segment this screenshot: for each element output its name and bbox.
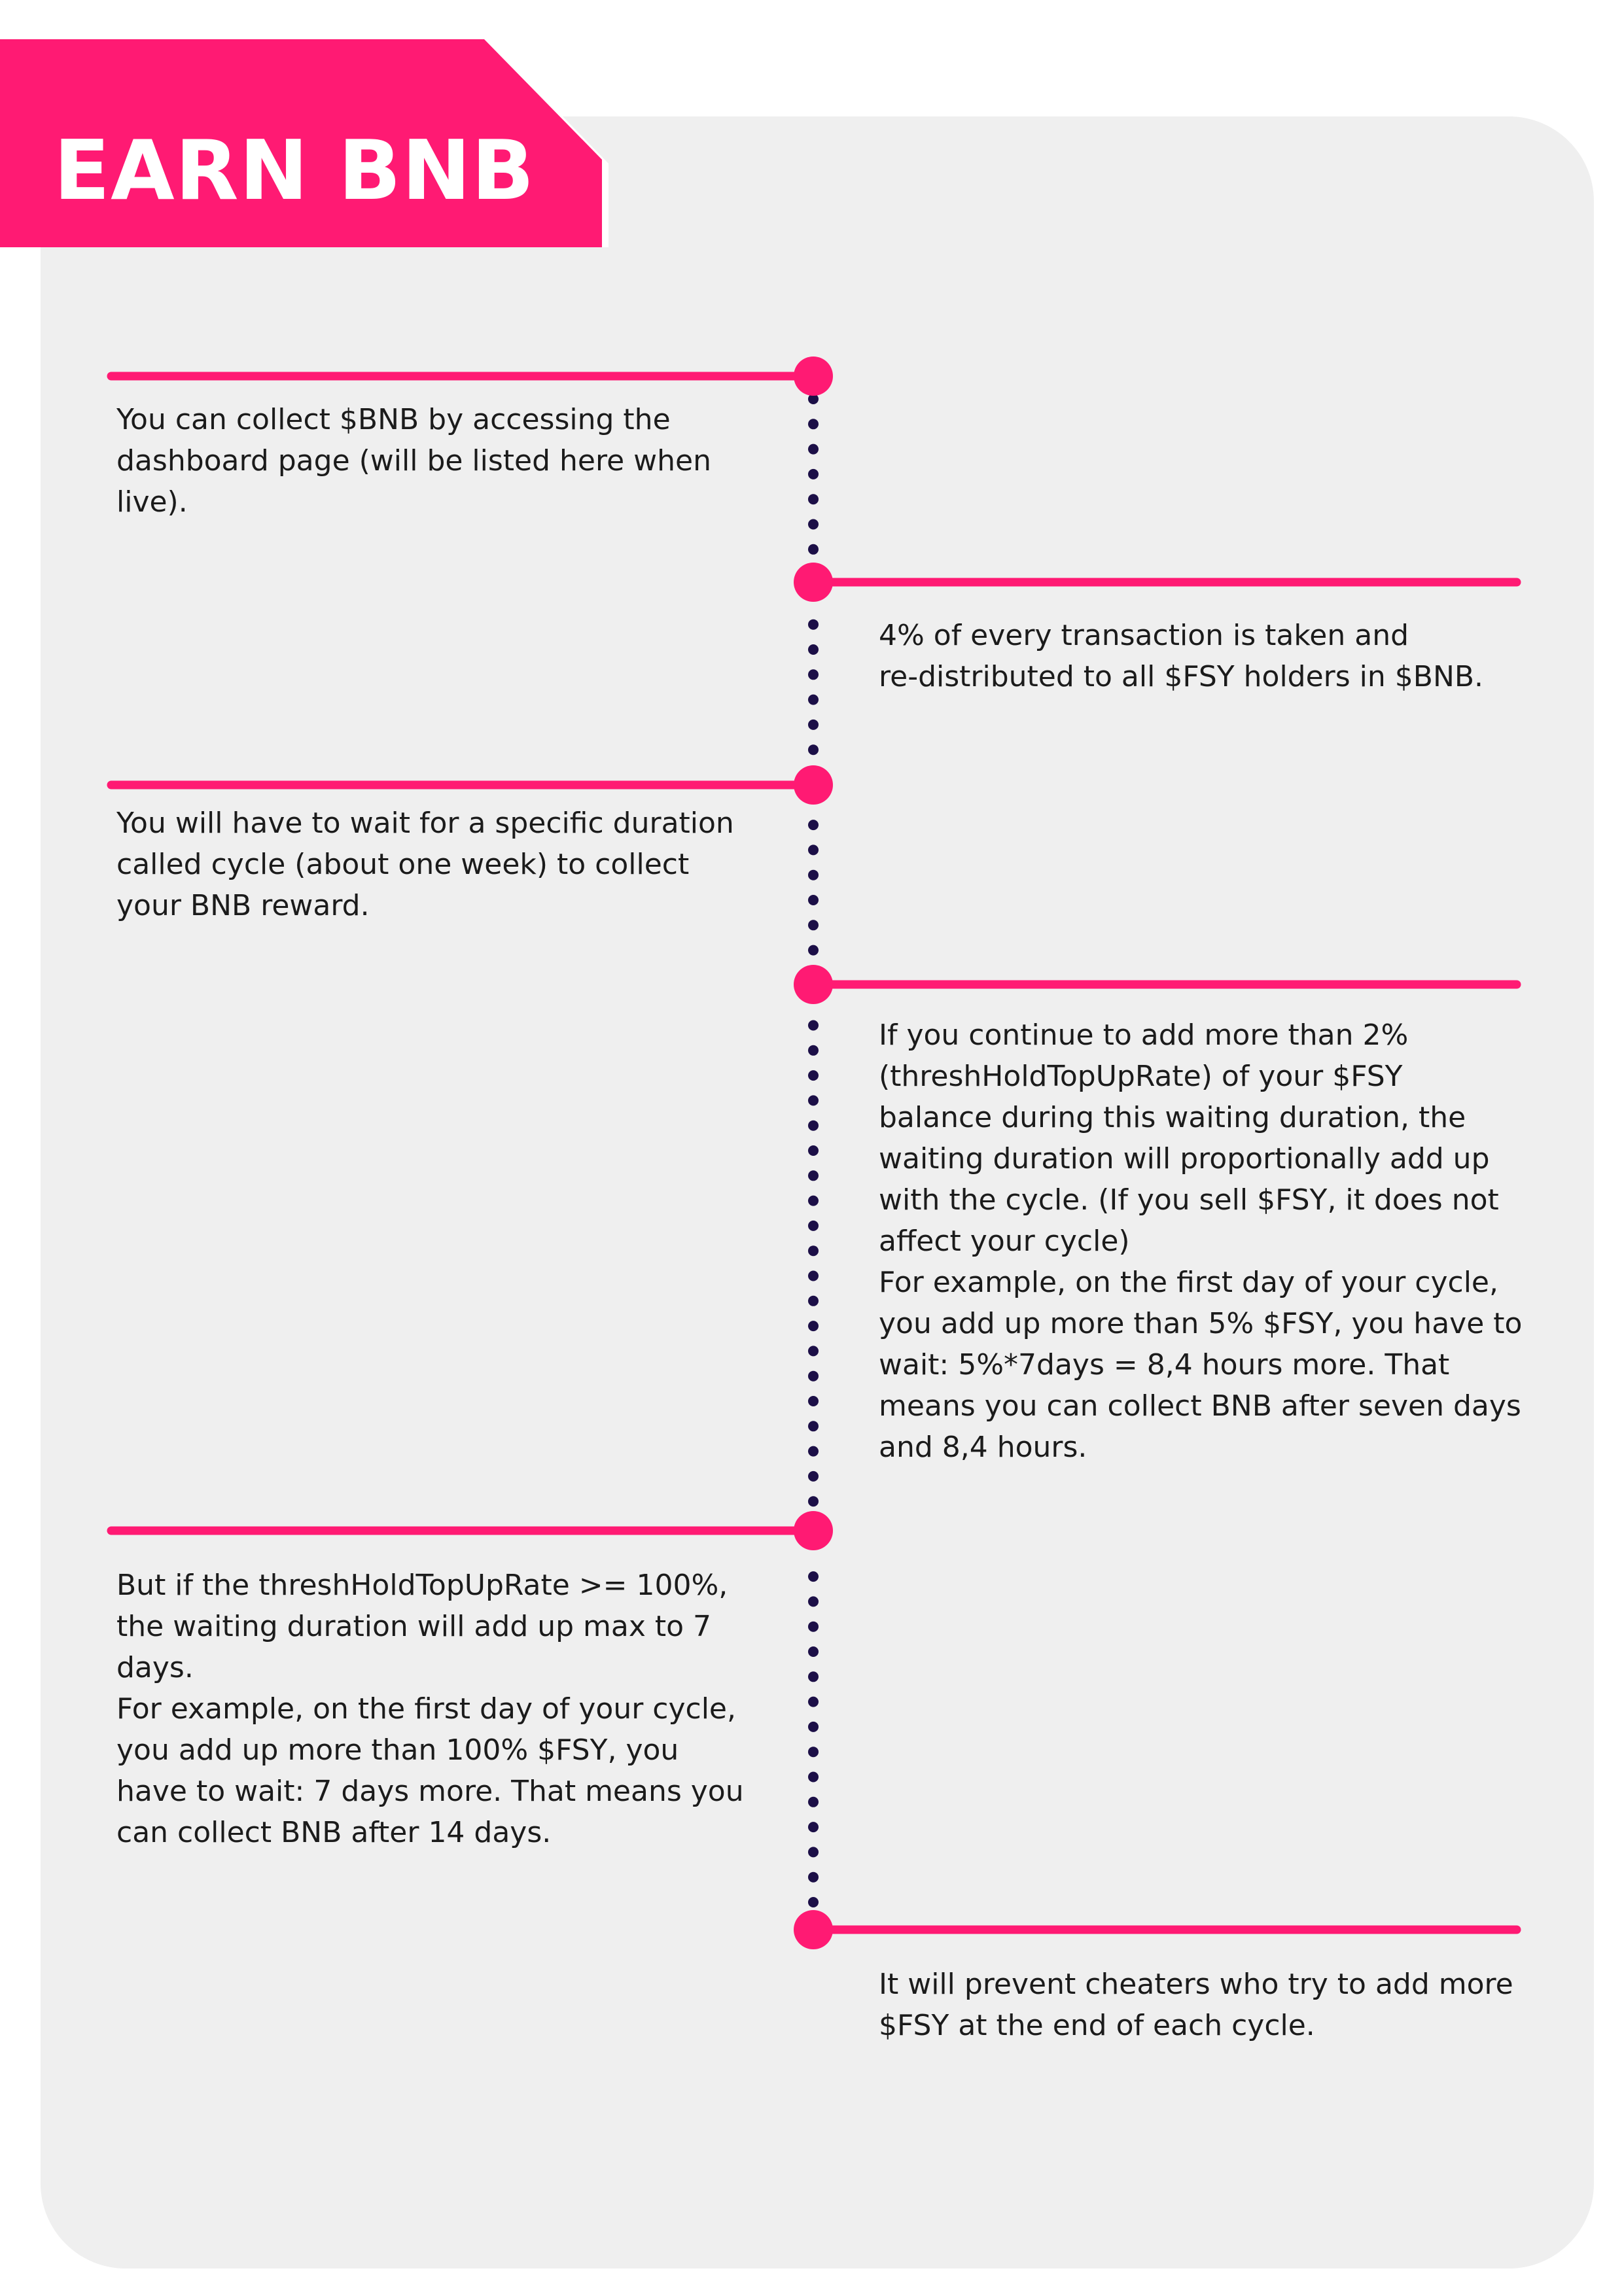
timeline-node-1 — [794, 357, 833, 396]
timeline-dot — [808, 1721, 819, 1732]
timeline-dot — [808, 1020, 819, 1031]
timeline-dot — [808, 895, 819, 905]
timeline-dot — [808, 1621, 819, 1632]
timeline-dot — [808, 1045, 819, 1056]
timeline-dot — [808, 1897, 819, 1907]
timeline-dot — [808, 644, 819, 655]
timeline-dot — [808, 1321, 819, 1332]
timeline-entry-text-1: You can collect $BNB by accessing the da… — [116, 403, 712, 519]
timeline-dot — [808, 1771, 819, 1783]
timeline-dot — [808, 1671, 819, 1682]
timeline-dot — [808, 1571, 819, 1582]
timeline-dot — [808, 1796, 819, 1807]
timeline-dot — [808, 419, 819, 430]
timeline-dot — [808, 1220, 819, 1231]
timeline-dot — [808, 1847, 819, 1858]
timeline-dot — [808, 945, 819, 956]
timeline-dot — [808, 1170, 819, 1181]
timeline-dot — [808, 1295, 819, 1306]
timeline-dot — [808, 669, 819, 680]
timeline-dot — [808, 719, 819, 730]
title-banner: EARN BNB — [0, 39, 618, 255]
timeline-dot — [808, 1245, 819, 1257]
timeline-dot — [808, 1370, 819, 1382]
timeline-node-2 — [794, 563, 833, 602]
timeline-node-6 — [794, 1910, 833, 1949]
timeline-entry-text-5: But if the threshHoldTopUpRate >= 100%, … — [116, 1569, 744, 1849]
timeline-entry-text-3: You will have to wait for a specific dur… — [116, 807, 734, 922]
timeline-node-5 — [794, 1511, 833, 1550]
timeline-dot — [808, 1696, 819, 1707]
timeline-dot — [808, 1496, 819, 1507]
timeline-dot — [808, 1120, 819, 1131]
timeline-dot — [808, 694, 819, 705]
timeline-dot — [808, 519, 819, 530]
timeline-dot — [808, 1396, 819, 1406]
timeline-dot — [808, 394, 819, 404]
timeline-dot — [808, 444, 819, 455]
timeline-dot — [808, 1446, 819, 1457]
page-title: EARN BNB — [54, 122, 535, 218]
timeline-dot — [808, 1747, 819, 1758]
timeline-entry-text-2: 4% of every transaction is taken and re-… — [879, 619, 1484, 693]
timeline-dot — [808, 920, 819, 931]
timeline-dot — [808, 544, 819, 555]
timeline-node-3 — [794, 765, 833, 805]
timeline-dot — [808, 1596, 819, 1607]
timeline-dot — [808, 1145, 819, 1156]
timeline-dot — [808, 1195, 819, 1206]
timeline-dot — [808, 1095, 819, 1106]
timeline-dot — [808, 619, 819, 630]
timeline-dot — [808, 1270, 819, 1281]
timeline-entry-text-6: It will prevent cheaters who try to add … — [879, 1968, 1513, 2042]
timeline-dot — [808, 744, 819, 756]
timeline-node-4 — [794, 965, 833, 1004]
timeline-dot — [808, 494, 819, 505]
timeline-dot — [808, 1070, 819, 1081]
timeline-dot — [808, 1646, 819, 1657]
timeline-dot — [808, 844, 819, 856]
timeline-dot — [808, 1470, 819, 1482]
timeline-dot — [808, 1822, 819, 1833]
timeline-dot — [808, 869, 819, 880]
timeline-dot — [808, 1421, 819, 1432]
timeline-dot — [808, 820, 819, 831]
timeline-entry-text-4: If you continue to add more than 2% (thr… — [879, 1018, 1523, 1464]
timeline-dot — [808, 1346, 819, 1357]
title-banner-shape — [0, 39, 609, 247]
timeline-dot — [808, 468, 819, 479]
timeline-dot — [808, 1871, 819, 1883]
